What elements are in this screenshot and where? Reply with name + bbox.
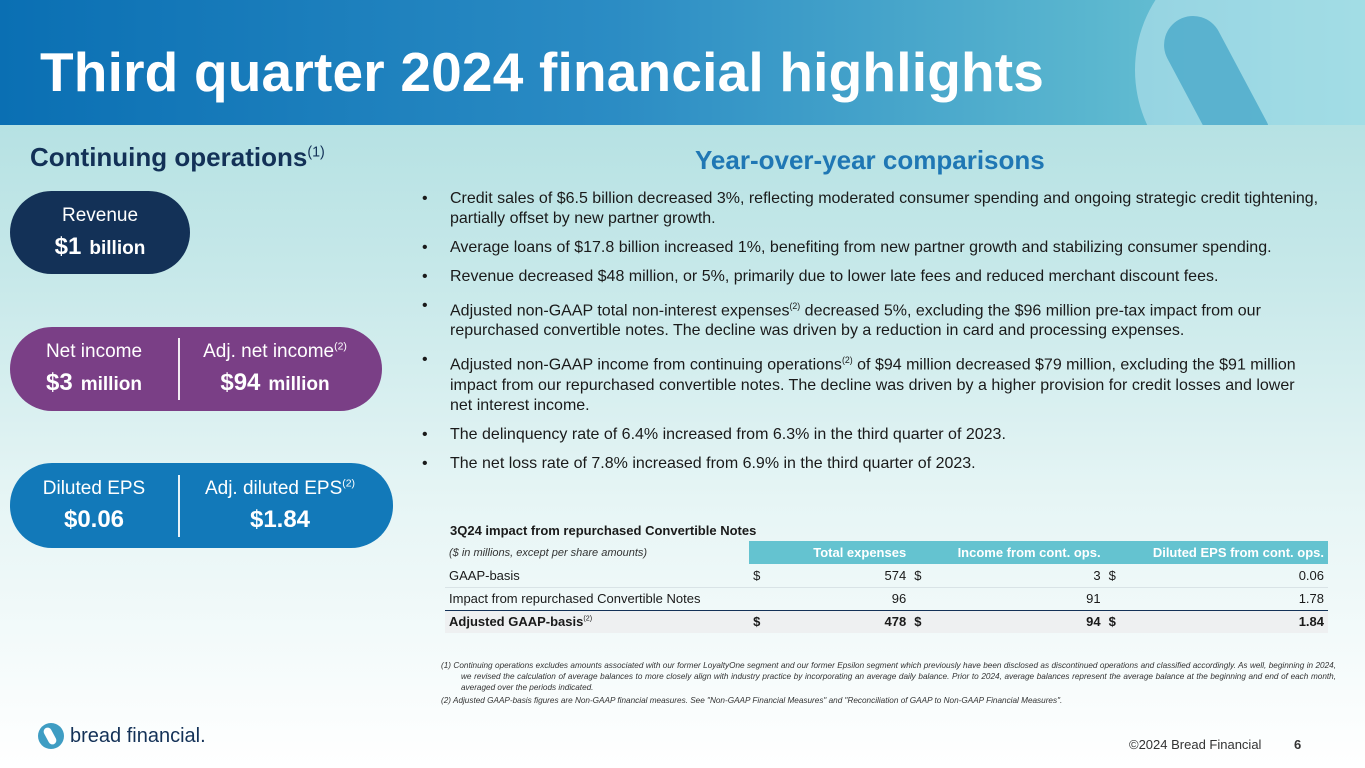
- logo-text: bread financial.: [70, 724, 206, 747]
- cell-value: 94: [925, 610, 1105, 633]
- bullet-income: Adjusted non-GAAP income from continuing…: [420, 350, 1320, 415]
- cell-value: 1.84: [1119, 610, 1328, 633]
- table-header-row: ($ in millions, except per share amounts…: [445, 541, 1328, 564]
- row-label: Adjusted GAAP-basis(2): [445, 610, 750, 633]
- footnote-2: (2) Adjusted GAAP-basis figures are Non-…: [441, 696, 1063, 705]
- dollar-sign: $: [910, 610, 926, 633]
- cell-value: 478: [764, 610, 911, 633]
- revenue-pill: Revenue $1 billion: [10, 191, 190, 274]
- adj-diluted-eps-metric: Adj. diluted EPS(2) $1.84: [180, 478, 380, 534]
- yoy-bullet-list: Credit sales of $6.5 billion decreased 3…: [420, 189, 1320, 483]
- table-title: 3Q24 impact from repurchased Convertible…: [450, 523, 757, 538]
- table-units-note: ($ in millions, except per share amounts…: [449, 546, 648, 559]
- col-header-eps: Diluted EPS from cont. ops.: [1104, 541, 1328, 564]
- dollar-sign: [910, 587, 926, 611]
- footnote-1: (1) Continuing operations excludes amoun…: [441, 661, 1336, 692]
- bullet-expenses: Adjusted non-GAAP total non-interest exp…: [420, 296, 1320, 341]
- adj-diluted-eps-value: $1.84: [249, 505, 311, 533]
- header-banner: Third quarter 2024 financial highlights: [0, 0, 1365, 125]
- page-number: 6: [1294, 737, 1302, 752]
- net-income-label: Net income: [45, 341, 143, 362]
- dollar-sign: $: [749, 564, 765, 588]
- net-income-pill: Net income $3 million Adj. net income(2) …: [10, 327, 382, 411]
- copyright: ©2024 Bread Financial: [1129, 737, 1262, 752]
- diluted-eps-label: Diluted EPS: [42, 477, 146, 499]
- adj-net-income-value: $94 million: [220, 369, 330, 396]
- cell-value: 1.78: [1119, 587, 1328, 611]
- pill-divider: [178, 338, 180, 400]
- diluted-eps-value: $0.06: [63, 505, 125, 533]
- pill-divider: [178, 474, 180, 537]
- logo-mark-icon: [38, 723, 64, 749]
- cell-value: 96: [764, 587, 911, 611]
- eps-pill: Diluted EPS $0.06 Adj. diluted EPS(2) $1…: [10, 463, 393, 548]
- dollar-sign: [1104, 587, 1120, 611]
- row-label: GAAP-basis: [445, 564, 750, 588]
- dollar-sign: [749, 587, 765, 611]
- cell-value: 3: [925, 564, 1105, 588]
- cell-value: 91: [925, 587, 1105, 611]
- table-row-total: Adjusted GAAP-basis(2) $ 478 $ 94 $ 1.84: [445, 610, 1328, 633]
- dollar-sign: $: [1104, 610, 1120, 633]
- adj-diluted-eps-label: Adj. diluted EPS(2): [204, 477, 356, 499]
- dollar-sign: $: [749, 610, 765, 633]
- col-header-total-expenses: Total expenses: [749, 541, 911, 564]
- table-row: GAAP-basis $ 574 $ 3 $ 0.06: [445, 564, 1328, 588]
- cell-value: 0.06: [1119, 564, 1328, 588]
- bullet-credit-sales: Credit sales of $6.5 billion decreased 3…: [420, 189, 1320, 229]
- dollar-sign: $: [910, 564, 926, 588]
- bullet-average-loans: Average loans of $17.8 billion increased…: [420, 238, 1320, 258]
- col-header-income: Income from cont. ops.: [910, 541, 1105, 564]
- continuing-ops-heading: Continuing operations(1): [30, 142, 325, 172]
- diluted-eps-metric: Diluted EPS $0.06: [10, 478, 178, 534]
- footnotes: (1) Continuing operations excludes amoun…: [441, 660, 1336, 708]
- revenue-label: Revenue: [61, 204, 139, 226]
- bullet-delinquency: The delinquency rate of 6.4% increased f…: [420, 425, 1320, 445]
- cell-value: 574: [764, 564, 911, 588]
- net-income-value: $3 million: [46, 369, 142, 396]
- revenue-value: $1 billion: [54, 232, 146, 260]
- net-income-metric: Net income $3 million: [10, 341, 178, 397]
- adj-net-income-label: Adj. net income(2): [203, 341, 347, 362]
- page-title: Third quarter 2024 financial highlights: [40, 41, 1045, 103]
- dollar-sign: $: [1104, 564, 1120, 588]
- convertible-notes-table: ($ in millions, except per share amounts…: [445, 541, 1328, 633]
- table-row: Impact from repurchased Convertible Note…: [445, 587, 1328, 611]
- adj-net-income-metric: Adj. net income(2) $94 million: [180, 341, 370, 397]
- bread-financial-logo: bread financial.: [38, 723, 206, 749]
- yoy-heading: Year-over-year comparisons: [695, 145, 1045, 175]
- row-label: Impact from repurchased Convertible Note…: [445, 587, 750, 611]
- bullet-net-loss: The net loss rate of 7.8% increased from…: [420, 454, 1320, 474]
- bullet-revenue: Revenue decreased $48 million, or 5%, pr…: [420, 267, 1320, 287]
- revenue-metric: Revenue $1 billion: [10, 205, 190, 261]
